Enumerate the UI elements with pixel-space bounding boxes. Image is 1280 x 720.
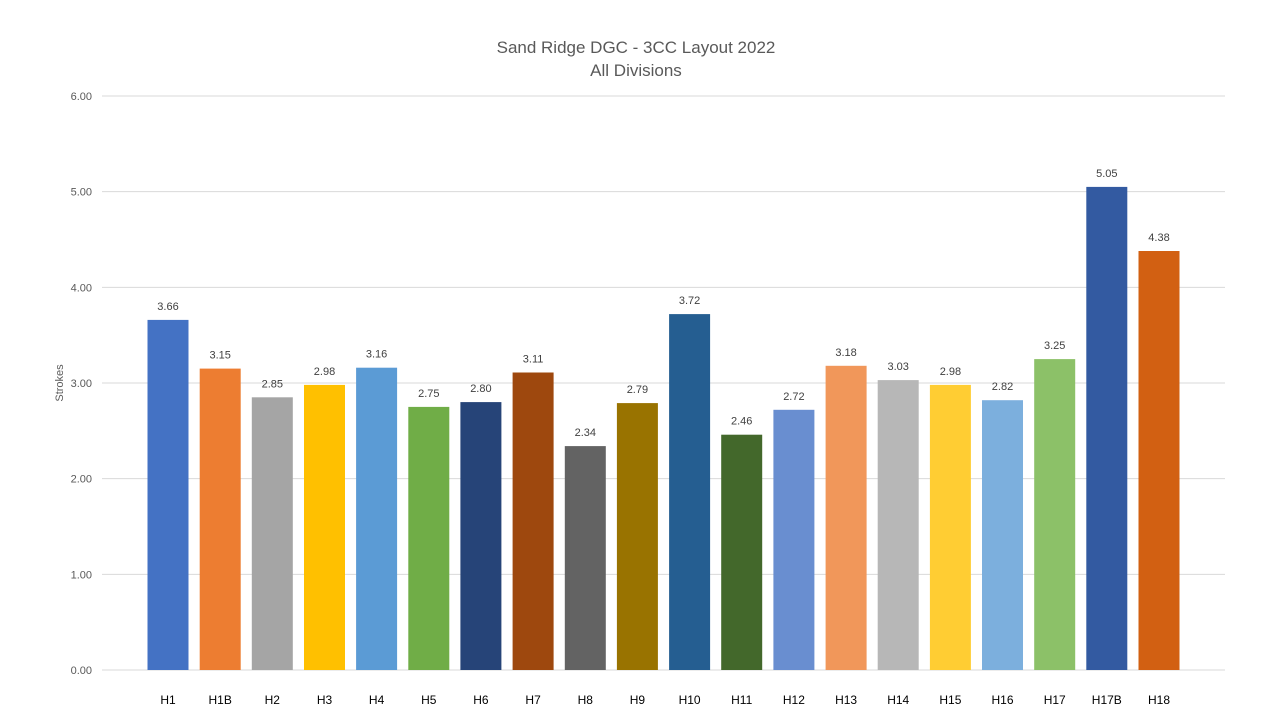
bar — [408, 406, 450, 670]
x-tick-label: H14 — [887, 693, 909, 707]
chart-title: Sand Ridge DGC - 3CC Layout 2022 — [497, 38, 776, 57]
x-tick-label: H11 — [731, 693, 752, 707]
bar — [825, 365, 867, 670]
data-label: 3.18 — [835, 347, 856, 359]
data-label: 2.75 — [418, 388, 439, 400]
bar — [147, 319, 189, 670]
bar — [929, 384, 971, 670]
bar — [877, 380, 919, 670]
x-tick-label: H17 — [1044, 693, 1066, 707]
data-label: 2.72 — [783, 391, 804, 403]
y-tick-label: 5.00 — [71, 187, 92, 199]
bar — [982, 400, 1023, 670]
bar — [304, 384, 345, 670]
data-label: 2.98 — [314, 366, 335, 378]
chart-subtitle: All Divisions — [590, 61, 682, 80]
y-axis-ticks: 0.00 1.00 2.00 3.00 4.00 5.00 6.00 — [71, 91, 92, 677]
x-tick-label: H10 — [679, 693, 701, 707]
y-axis-title: Strokes — [54, 364, 66, 402]
x-tick-label: H3 — [317, 693, 333, 707]
x-tick-label: H17B — [1092, 693, 1122, 707]
bar — [1034, 359, 1076, 670]
x-tick-label: H12 — [783, 693, 805, 707]
x-tick-label: H5 — [421, 693, 437, 707]
x-tick-label: H1 — [160, 693, 176, 707]
data-label: 2.85 — [262, 378, 283, 390]
x-tick-label: H2 — [265, 693, 281, 707]
data-label: 2.34 — [575, 427, 596, 439]
x-tick-label: H16 — [991, 693, 1013, 707]
x-tick-label: H4 — [369, 693, 385, 707]
y-tick-label: 4.00 — [71, 282, 92, 294]
data-label: 3.11 — [523, 354, 544, 366]
data-labels: 3.66 3.15 2.85 2.98 3.16 2.75 2.80 3.11 2.34 2.79… — [157, 168, 1169, 439]
data-label: 3.25 — [1044, 340, 1065, 352]
bar — [356, 367, 398, 670]
data-label: 3.72 — [679, 295, 700, 307]
x-tick-label: H1B — [209, 693, 232, 707]
y-tick-label: 3.00 — [71, 378, 92, 390]
data-label: 3.16 — [366, 349, 387, 361]
data-label: 5.05 — [1096, 168, 1117, 180]
x-tick-label: H6 — [473, 693, 489, 707]
data-label: 2.46 — [731, 416, 752, 428]
data-label: 2.98 — [940, 366, 961, 378]
bar — [512, 372, 554, 670]
data-label: 2.79 — [627, 384, 648, 396]
y-tick-label: 6.00 — [71, 91, 92, 103]
x-tick-label: H9 — [630, 693, 646, 707]
data-label: 3.66 — [157, 301, 178, 313]
bar — [199, 368, 241, 670]
x-tick-label: H15 — [939, 693, 961, 707]
y-tick-label: 2.00 — [71, 474, 92, 486]
data-label: 2.82 — [992, 381, 1013, 393]
x-tick-label: H13 — [835, 693, 857, 707]
bar — [251, 397, 293, 670]
bar — [773, 409, 815, 670]
data-label: 3.15 — [209, 350, 230, 362]
x-tick-label: H18 — [1148, 693, 1170, 707]
y-tick-label: 0.00 — [71, 665, 92, 677]
bar — [616, 403, 658, 670]
data-label: 3.03 — [887, 361, 908, 373]
data-label: 2.80 — [470, 383, 491, 395]
bars — [147, 186, 1180, 670]
bar — [1138, 251, 1180, 670]
x-axis-ticks: H1 H1B H2 H3 H4 H5 H6 H7 H8 H9 H10 H11 H12 H13 H14 H15 H… — [160, 693, 1170, 707]
bar — [721, 434, 763, 670]
data-label: 4.38 — [1148, 232, 1169, 244]
bar — [1086, 186, 1128, 670]
x-tick-label: H8 — [578, 693, 594, 707]
bar — [460, 402, 502, 670]
y-tick-label: 1.00 — [71, 569, 92, 581]
x-tick-label: H7 — [525, 693, 541, 707]
bar — [564, 446, 606, 670]
bar — [669, 314, 711, 670]
